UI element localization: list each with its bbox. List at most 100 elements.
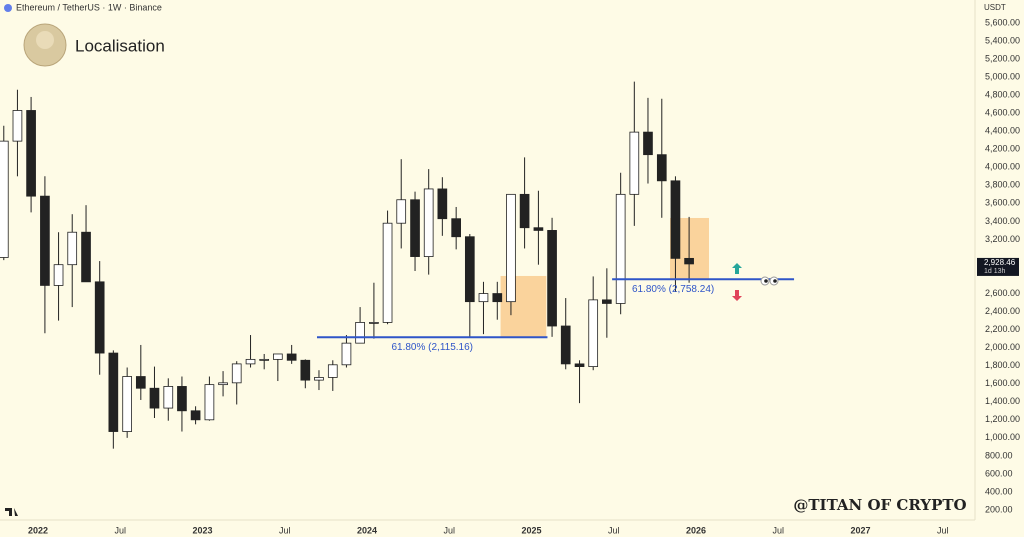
candle-body [273,353,283,360]
candle-body [410,199,420,257]
fib-label: 61.80% (2,758.24) [632,284,714,295]
candle-body [204,384,215,421]
y-tick-label: 1,200.00 [985,414,1020,424]
candle-body [53,264,64,286]
y-tick-label: 5,400.00 [985,35,1020,45]
y-tick-label: 2,200.00 [985,324,1020,334]
candle-body [218,382,228,386]
y-unit: USDT [984,3,1006,12]
y-tick-label: 1,000.00 [985,432,1020,442]
x-tick-label: 2026 [686,525,706,535]
candle-body [519,193,530,229]
candle-body [355,322,365,344]
candle-body [245,358,256,365]
price-tag [977,257,1019,276]
candle-body [492,293,503,303]
candle-body [464,236,475,303]
pupil [773,279,777,283]
y-tick-label: 3,400.00 [985,216,1020,226]
candle-body [231,363,242,384]
x-tick-label: Jul [937,525,949,535]
y-tick-label: 4,400.00 [985,126,1020,136]
y-tick-label: 2,600.00 [985,288,1020,298]
candle-body [81,231,91,283]
candle-body [314,377,324,381]
x-tick-label: Jul [279,525,291,535]
candle-body [615,193,626,304]
candle-body [300,359,311,381]
price-tag-countdown: 1d 13h [984,268,1006,275]
candle-body [286,353,297,361]
tv-logo [5,508,18,516]
candle-body [94,281,105,354]
candle-body [451,218,461,238]
y-tick-label: 800.00 [985,450,1013,460]
y-tick-label: 3,800.00 [985,180,1020,190]
x-tick-label: 2025 [521,525,541,535]
candle-body [149,387,160,409]
candle-body [177,386,187,412]
avatar-face [36,31,54,49]
watermark: @TITAN OF CRYPTO [793,496,966,514]
y-tick-label: 5,600.00 [985,17,1020,27]
candle-body [0,140,9,258]
plot-area: 61.80% (2,115.16) 61.80% (2,758.24) [0,81,795,449]
x-tick-label: Jul [608,525,620,535]
x-tick-label: Jul [114,525,126,535]
candle-body [560,325,571,365]
x-tick-label: 2022 [28,525,48,535]
candle-body [574,363,585,367]
candle-body [369,322,379,324]
fib-label: 61.80% (2,115.16) [391,342,473,353]
y-tick-label: 2,400.00 [985,306,1020,316]
candle-body [163,386,174,409]
candle-body [327,364,338,378]
candle-body [396,199,407,224]
y-tick-label: 400.00 [985,486,1013,496]
y-tick-label: 2,000.00 [985,342,1020,352]
pupil [764,279,768,283]
x-tick-label: Jul [772,525,784,535]
candle-body [259,358,270,361]
y-tick-label: 3,200.00 [985,234,1020,244]
candle-body [122,376,132,432]
candle-body [656,154,667,182]
y-tick-label: 200.00 [985,504,1013,514]
candle-body [423,188,434,257]
candle-body [478,293,489,303]
up-arrow [732,263,742,274]
y-tick-label: 4,000.00 [985,162,1020,172]
candle-body [506,193,516,303]
x-tick-label: 2023 [192,525,212,535]
y-tick-label: 5,000.00 [985,71,1020,81]
x-tick-label: 2027 [850,525,870,535]
y-tick-label: 3,600.00 [985,198,1020,208]
y-tick-label: 4,200.00 [985,144,1020,154]
y-tick-label: 4,600.00 [985,108,1020,118]
down-arrow [732,290,742,301]
y-tick-label: 1,800.00 [985,360,1020,370]
candle-body [643,131,653,156]
chart-title: Ethereum / TetherUS · 1W · Binance [16,2,162,12]
y-tick-label: 1,400.00 [985,396,1020,406]
candle-body [588,299,599,367]
subtitle: Localisation [75,36,165,55]
y-tick-label: 5,200.00 [985,53,1020,63]
candle-body [670,180,681,259]
eyes-icon [760,276,779,286]
symbol-icon [4,4,12,12]
candle-body [67,231,78,266]
candle-body [12,110,23,142]
y-tick-label: 1,600.00 [985,378,1020,388]
price-tag-label: 2,928.46 [984,258,1016,267]
candle-body [108,352,119,432]
candle-body [602,299,612,304]
candle-body [547,230,557,327]
candle-body [533,227,544,231]
candle-body [190,410,201,421]
candle-body [437,188,448,220]
x-tick-label: 2024 [357,525,377,535]
candle-body [629,131,640,195]
candle-body [684,257,694,265]
